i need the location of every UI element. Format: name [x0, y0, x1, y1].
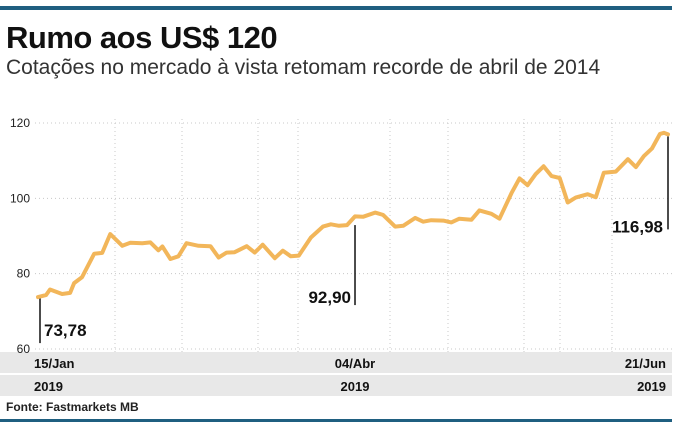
y-tick-label: 120 — [10, 116, 30, 130]
x-tick-label: 15/Jan — [34, 356, 75, 371]
annotation-lines — [39, 136, 669, 344]
annotation-label: 92,90 — [308, 288, 351, 307]
top-rule — [0, 6, 672, 10]
chart-title: Rumo aos US$ 120 — [6, 20, 278, 55]
x-tick-label: 04/Abr — [335, 356, 375, 371]
y-tick-label: 100 — [10, 191, 30, 205]
y-tick-label: 60 — [17, 342, 31, 356]
y-axis-ticks: 60 80 100 120 — [10, 116, 30, 356]
bottom-rule — [0, 419, 672, 422]
y-tick-label: 80 — [17, 267, 31, 281]
annotation-label: 116,98 — [612, 217, 663, 236]
x-axis-ticks: 15/Jan 2019 04/Abr 2019 21/Jun 2019 — [34, 356, 666, 394]
source-note: Fonte: Fastmarkets MB — [6, 400, 139, 414]
price-line — [36, 130, 670, 300]
x-tick-year: 2019 — [637, 379, 666, 394]
x-tick-year: 2019 — [341, 379, 370, 394]
x-tick-year: 2019 — [34, 379, 63, 394]
x-tick-label: 21/Jun — [625, 356, 666, 371]
annotation-label: 73,78 — [44, 321, 87, 340]
gridlines — [35, 119, 672, 352]
annotation-labels: 73,78 92,90 116,98 — [44, 217, 663, 340]
chart-subtitle: Cotações no mercado à vista retomam reco… — [6, 56, 601, 79]
